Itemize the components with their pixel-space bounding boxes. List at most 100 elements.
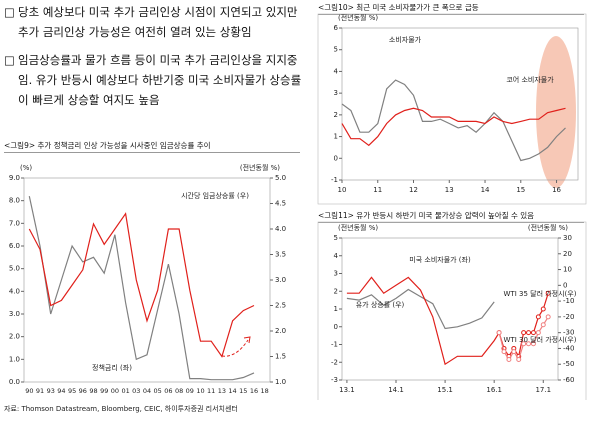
y-tick-label: 8.0 — [9, 197, 20, 205]
x-tick-label: 13 — [445, 186, 454, 194]
y-tick-label: 6 — [334, 24, 339, 32]
y-tick-label: 1.0 — [9, 355, 20, 363]
series-line — [341, 79, 566, 162]
x-tick-label: 15 — [516, 186, 525, 194]
y-tick-label: -2 — [331, 358, 338, 366]
y2-tick-label: 10 — [563, 266, 572, 274]
x-tick-label: 14 — [228, 387, 236, 395]
x-tick-label: 11 — [373, 186, 382, 194]
chart-title: <그림9> 추가 정책금리 인상 가능성을 시사중인 임금상승률 추이 — [4, 140, 300, 153]
y-axis-title: (전년동월 %) — [338, 13, 378, 22]
y2-tick-label: -50 — [563, 360, 574, 368]
marker — [526, 330, 532, 336]
y-tick-label: 7.0 — [9, 219, 20, 227]
x-tick-label: 98 — [89, 387, 97, 395]
marker — [501, 349, 507, 355]
x-tick-label: 12 — [409, 186, 418, 194]
source: 자료: Thomson Datastream, Bloomberg, CEIC,… — [4, 405, 238, 413]
x-tick-label: 15 — [239, 387, 247, 395]
y-tick-label: 0.0 — [9, 378, 20, 386]
y2-tick-label: 20 — [563, 250, 572, 258]
y-tick-label: 4 — [334, 252, 339, 260]
y-tick-label: 2 — [334, 287, 338, 295]
y-tick-label: 4 — [334, 67, 339, 75]
y2-tick-label: -40 — [563, 344, 574, 352]
x-tick-label: 08 — [175, 387, 183, 395]
y-tick-label: 1 — [334, 133, 338, 141]
y-tick-label: 5 — [334, 46, 338, 54]
charts: 0.0 1.0 2.0 3.0 4.0 5.0 6.0 7.0 8.0 9.0 1.0 1.5 2.0 2… — [9, 13, 587, 400]
x-tick-label: 91 — [36, 387, 44, 395]
y2-tick-label: -30 — [563, 329, 574, 337]
x-tick-label: 05 — [154, 387, 162, 395]
y2-tick-label: -10 — [563, 297, 574, 305]
marker — [535, 330, 541, 336]
y-tick-label: -1 — [331, 176, 338, 184]
marker — [530, 341, 536, 347]
y-tick-label: 6.0 — [9, 242, 20, 250]
x-tick-label: 16.1 — [486, 386, 502, 394]
y-tick-label: 3.0 — [9, 310, 20, 318]
series-line — [28, 195, 255, 381]
marker — [545, 314, 551, 320]
chart-title: <그림10> 최근 미국 소비자물가가 큰 폭으로 급등 — [318, 2, 584, 15]
y2-tick-label: 4.5 — [275, 200, 286, 208]
series-label: 코어 소비자물가 — [506, 75, 554, 84]
y-tick-label: -3 — [331, 376, 338, 384]
highlight — [536, 36, 576, 188]
y2-axis-title: (전년동월 %) — [528, 223, 568, 232]
x-tick-label: 93 — [47, 387, 55, 395]
y2-tick-label: 0 — [563, 281, 567, 289]
y2-tick-label: 3.5 — [275, 251, 286, 259]
marker — [511, 349, 517, 355]
x-tick-label: 14 — [481, 186, 490, 194]
frame — [317, 221, 587, 400]
y-tick-label: 3 — [334, 270, 338, 278]
x-tick-label: 17.1 — [535, 386, 551, 394]
y-axis-title: (%) — [20, 164, 32, 172]
y-tick-label: 2.0 — [9, 333, 20, 341]
series-label: 미국 소비자물가 (좌) — [409, 255, 471, 264]
series-label: 유가 상승률 (우) — [356, 300, 405, 309]
x-tick-label: 16 — [250, 387, 258, 395]
y-tick-label: -1 — [331, 341, 338, 349]
x-tick-label: 00 — [111, 387, 119, 395]
marker — [526, 341, 532, 347]
marker — [540, 322, 546, 328]
y2-tick-label: 2.0 — [275, 327, 286, 335]
series-line — [346, 288, 495, 330]
marker — [506, 356, 512, 362]
marker — [540, 306, 546, 312]
y-tick-label: 2 — [334, 111, 338, 119]
series-label: 시간당 임금상승률 (우) — [181, 191, 249, 200]
bullet-text: 임금상승률과 물가 흐름 등이 미국 추가 금리인상을 지지중임. 유가 반등시… — [18, 53, 302, 107]
y2-tick-label: 2.5 — [275, 302, 286, 310]
chart-title: <그림11> 유가 반등시 하반기 미국 물가상승 압력이 높아질 수 있음 — [318, 210, 584, 223]
x-tick-label: 18 — [261, 387, 269, 395]
marker — [545, 290, 551, 296]
y2-tick-label: -60 — [563, 376, 574, 384]
y-tick-label: 4.0 — [9, 287, 20, 295]
x-tick-label: 13.1 — [339, 386, 355, 394]
y2-axis-title: (전년동월 %) — [240, 163, 280, 172]
x-tick-label: 06 — [164, 387, 172, 395]
y2-tick-label: 5.0 — [275, 174, 286, 182]
series-line — [28, 212, 255, 358]
arrow-head — [243, 336, 251, 344]
series-label: 정책금리 (좌) — [92, 363, 132, 372]
x-tick-label: 90 — [25, 387, 33, 395]
y2-tick-label: 1.5 — [275, 353, 286, 361]
marker — [521, 341, 527, 347]
x-tick-label: 09 — [186, 387, 194, 395]
x-tick-label: 10 — [338, 186, 347, 194]
y-tick-label: 3 — [334, 89, 338, 97]
x-tick-label: 95 — [68, 387, 76, 395]
marker — [496, 330, 502, 336]
marker — [521, 330, 527, 336]
y-axis-title: (전년동월 %) — [338, 223, 378, 232]
frame — [317, 13, 587, 205]
bullet: □ 임금상승률과 물가 흐름 등이 미국 추가 금리인상을 지지중임. 유가 반등… — [4, 50, 304, 110]
x-tick-label: 10 — [196, 387, 204, 395]
y-tick-label: 5.0 — [9, 265, 20, 273]
x-tick-label: 16 — [552, 186, 561, 194]
